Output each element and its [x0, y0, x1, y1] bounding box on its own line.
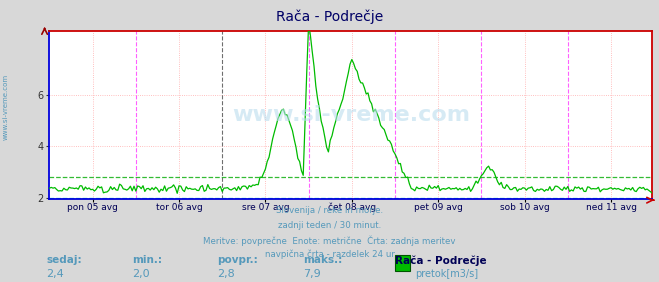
Text: 7,9: 7,9 — [303, 269, 321, 279]
Text: www.si-vreme.com: www.si-vreme.com — [232, 105, 470, 125]
Text: www.si-vreme.com: www.si-vreme.com — [2, 74, 9, 140]
Text: min.:: min.: — [132, 255, 162, 265]
Text: Slovenija / reke in morje.: Slovenija / reke in morje. — [276, 206, 383, 215]
Text: maks.:: maks.: — [303, 255, 343, 265]
Text: pretok[m3/s]: pretok[m3/s] — [415, 269, 478, 279]
Text: zadnji teden / 30 minut.: zadnji teden / 30 minut. — [278, 221, 381, 230]
Text: 2,4: 2,4 — [46, 269, 64, 279]
Text: 2,8: 2,8 — [217, 269, 235, 279]
Text: 2,0: 2,0 — [132, 269, 150, 279]
Text: sedaj:: sedaj: — [46, 255, 82, 265]
Text: Rača - Podrečje: Rača - Podrečje — [395, 255, 487, 266]
Text: Meritve: povprečne  Enote: metrične  Črta: zadnja meritev: Meritve: povprečne Enote: metrične Črta:… — [203, 235, 456, 246]
Text: Rača - Podrečje: Rača - Podrečje — [276, 10, 383, 24]
Text: povpr.:: povpr.: — [217, 255, 258, 265]
Text: navpična črta - razdelek 24 ur: navpična črta - razdelek 24 ur — [264, 250, 395, 259]
